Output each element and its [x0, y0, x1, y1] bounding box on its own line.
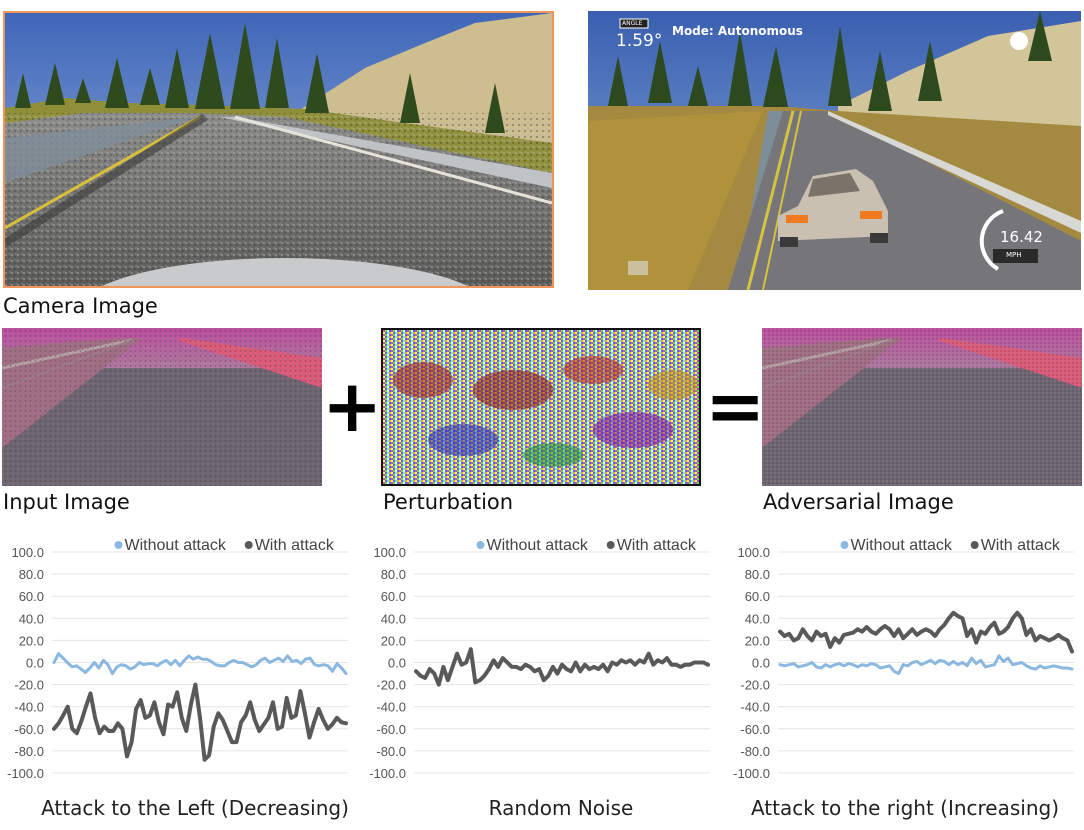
y-tick-label: -20.0: [14, 678, 44, 693]
series-line-without-attack: [778, 654, 1074, 676]
equals-operator: =: [705, 364, 766, 448]
hud-mode: Mode: Autonomous: [672, 24, 803, 38]
legend-entry: With attack: [255, 537, 335, 554]
y-tick-label: 80.0: [381, 567, 406, 582]
hud-speed-unit: MPH: [1006, 251, 1022, 259]
adversarial-image: [762, 328, 1082, 486]
chart-attack-right: 100.0 80.0 60.0 40.0 20.0 0.0 -20.0 -40.0 -60.0 -…: [733, 537, 1074, 780]
legend-marker: [476, 541, 485, 549]
camera-scene: [5, 13, 552, 286]
adversarial-image-scene: [762, 328, 1082, 486]
legend-entry: Without attack: [487, 537, 589, 554]
input-image-label: Input Image: [3, 490, 130, 514]
y-tick-label: 60.0: [381, 589, 406, 604]
y-tick-label: -60.0: [740, 722, 770, 737]
y-tick-label: -100.0: [7, 766, 44, 780]
chart-attack-left: 100.0 80.0 60.0 40.0 20.0 0.0 -20.0 -40.0 -60.0 -…: [7, 537, 348, 780]
y-tick-label: -100.0: [369, 766, 406, 780]
series-line-with-attack: [52, 682, 348, 762]
y-tick-label: 0.0: [388, 656, 406, 671]
y-tick-label: -40.0: [740, 700, 770, 715]
perturbation-noise: [383, 330, 699, 484]
y-tick-label: 60.0: [19, 589, 44, 604]
y-tick-label: -60.0: [376, 722, 406, 737]
y-tick-label: -60.0: [14, 722, 44, 737]
legend-marker: [244, 541, 253, 549]
legend-entry: Without attack: [125, 537, 227, 554]
y-tick-label: 20.0: [381, 633, 406, 648]
y-tick-label: 40.0: [19, 611, 44, 626]
series-line-with-attack: [414, 647, 710, 687]
legend-marker: [840, 541, 849, 549]
legend-marker: [970, 541, 979, 549]
y-tick-label: -100.0: [733, 766, 770, 780]
y-tick-label: 60.0: [745, 589, 770, 604]
camera-image: [3, 11, 554, 288]
series-line-with-attack: [778, 610, 1074, 654]
hud-angle-badge: ANGLE: [622, 20, 643, 27]
simulator-image: ANGLE 1.59° Mode: Autonomous 16.42 MPH: [588, 11, 1081, 290]
y-tick-label: -40.0: [14, 700, 44, 715]
perturbation-image: [381, 328, 701, 486]
y-tick-label: 20.0: [19, 633, 44, 648]
legend-entry: Without attack: [851, 537, 953, 554]
y-tick-label: 40.0: [381, 611, 406, 626]
y-tick-label: 80.0: [19, 567, 44, 582]
legend-entry: With attack: [617, 537, 697, 554]
y-tick-label: 0.0: [752, 656, 770, 671]
car: [778, 169, 888, 247]
y-tick-label: 40.0: [745, 611, 770, 626]
y-tick-label: -20.0: [740, 678, 770, 693]
y-tick-label: -80.0: [14, 744, 44, 759]
y-tick-label: 0.0: [26, 656, 44, 671]
adversarial-image-label: Adversarial Image: [763, 490, 954, 514]
y-tick-label: 80.0: [745, 567, 770, 582]
hud-angle: 1.59°: [616, 31, 663, 51]
legend-entry: With attack: [981, 537, 1061, 554]
y-tick-label: -80.0: [376, 744, 406, 759]
chart-random-noise: 100.0 80.0 60.0 40.0 20.0 0.0 -20.0 -40.0 -60.0 -…: [369, 537, 710, 780]
legend-marker: [606, 541, 615, 549]
chart-title-attack-left: Attack to the Left (Decreasing): [41, 796, 349, 820]
chart-title-attack-right: Attack to the right (Increasing): [750, 796, 1060, 820]
simulator-scene: [588, 11, 1081, 290]
camera-image-label: Camera Image: [3, 294, 158, 318]
input-image: [2, 328, 322, 486]
y-tick-label: -40.0: [376, 700, 406, 715]
y-tick-label: 100.0: [373, 545, 406, 560]
y-tick-label: -20.0: [376, 678, 406, 693]
input-image-scene: [2, 328, 322, 486]
plus-operator: +: [322, 364, 383, 448]
series-line-without-attack: [52, 652, 348, 676]
y-tick-label: 20.0: [745, 633, 770, 648]
y-tick-label: 100.0: [11, 545, 44, 560]
chart-title-random-noise: Random Noise: [488, 796, 634, 820]
y-tick-label: 100.0: [737, 545, 770, 560]
legend-marker: [114, 541, 123, 549]
perturbation-label: Perturbation: [383, 490, 514, 514]
hud-speed: 16.42: [1000, 228, 1043, 246]
y-tick-label: -80.0: [740, 744, 770, 759]
